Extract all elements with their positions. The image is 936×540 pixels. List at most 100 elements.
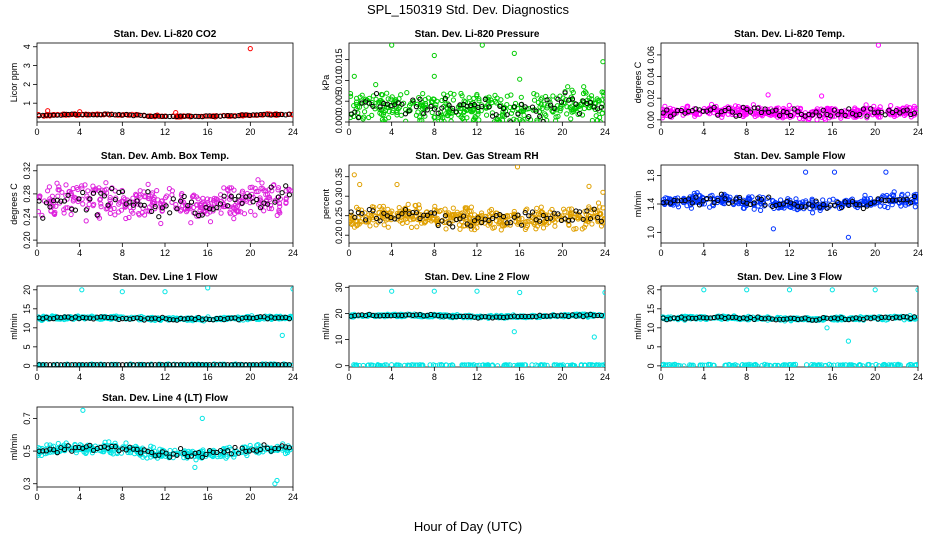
data-point [913,199,918,205]
data-point [825,106,832,112]
data-point [257,446,263,453]
data-point [112,112,118,118]
data-point [70,186,76,192]
data-point [442,95,448,102]
x-tick-label: 20 [245,372,255,382]
data-point [207,219,214,225]
data-point [865,362,871,367]
data-point [569,96,576,102]
data-point [197,202,204,209]
data-point [573,106,579,112]
data-point [450,105,456,111]
data-point [737,112,743,119]
data-point [266,205,272,211]
data-point [551,105,557,112]
data-point [196,113,202,120]
data-point [584,208,590,214]
data-point [443,362,449,367]
data-point [349,93,354,99]
data-point [373,313,380,319]
data-point [246,315,253,321]
y-tick-label: 0.005 [334,90,344,113]
data-point [688,205,695,211]
data-point [279,315,285,321]
data-point [376,214,382,221]
data-point [243,362,249,367]
data-point [804,362,810,367]
data-point [399,101,405,107]
data-point [861,196,868,202]
data-point [791,106,797,112]
data-point [417,117,423,122]
y-tick-label: 0 [646,363,656,368]
x-tick-label: 16 [515,372,525,382]
x-tick-label: 8 [120,248,125,258]
data-point [204,211,210,217]
data-point [554,103,561,109]
data-point [540,119,546,122]
data-point [534,92,540,98]
data-point [431,52,437,59]
x-tick-label: 0 [658,372,663,382]
data-point [719,316,725,322]
y-tick-label: 15 [22,304,32,314]
data-point [161,113,167,120]
data-point [362,109,368,115]
data-point [707,107,714,113]
data-point [181,316,187,322]
data-point [905,191,911,197]
data-point [360,116,366,122]
data-point [504,314,510,320]
x-tick-label: 24 [288,248,298,258]
data-point [167,113,173,120]
data-point [218,210,224,216]
data-point [242,197,248,203]
data-point [594,362,600,367]
data-point [211,198,217,204]
y-tick-label: 0 [334,363,344,368]
data-point [108,206,114,212]
data-point [571,363,577,367]
data-point [119,362,126,367]
data-point [751,105,757,111]
data-point [370,208,376,214]
data-point [503,362,509,367]
data-point [422,97,428,103]
data-point [265,112,271,118]
data-point [59,189,65,195]
data-point [689,315,695,321]
data-point [495,363,501,367]
data-point [257,112,263,118]
data-point [707,196,714,202]
data-point [286,445,292,451]
data-point [275,315,282,321]
y-tick-label: 1.4 [646,198,656,211]
data-point [514,165,521,170]
data-point [744,106,750,112]
data-point [773,362,779,367]
data-point [661,314,667,320]
data-point [540,225,547,231]
data-point [511,50,517,57]
x-tick-label: 12 [784,372,794,382]
data-point [675,107,681,114]
data-point [540,209,546,215]
data-point [127,199,133,205]
data-point [356,104,363,110]
data-point [817,204,823,210]
data-point [853,202,859,208]
data-point [586,183,592,189]
data-point [116,209,122,215]
data-point [83,207,89,213]
points-group [661,169,918,240]
data-point [80,314,86,321]
data-point [561,99,567,106]
data-point [178,315,184,322]
data-point [395,213,401,219]
data-point [508,119,514,122]
data-point [853,112,859,118]
data-point [283,183,289,189]
data-point [205,286,211,291]
y-tick-label: 0.20 [334,226,344,244]
